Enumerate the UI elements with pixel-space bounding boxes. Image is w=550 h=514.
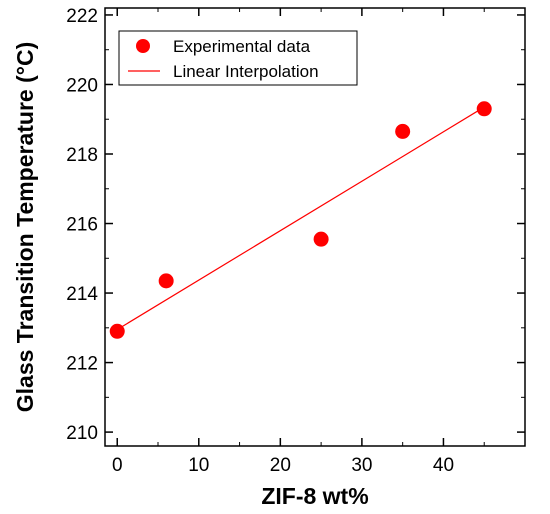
x-tick-label: 40: [433, 455, 454, 476]
data-point: [313, 231, 329, 247]
y-tick-label: 220: [66, 75, 98, 96]
y-tick-label: 222: [66, 6, 98, 27]
data-point: [158, 273, 174, 289]
x-axis-title: ZIF-8 wt%: [261, 483, 368, 509]
legend-label-linear: Linear Interpolation: [173, 62, 319, 81]
y-tick-label: 218: [66, 145, 98, 166]
data-point: [109, 323, 125, 339]
x-tick-label: 20: [270, 455, 291, 476]
x-tick-label: 30: [351, 455, 372, 476]
axis-ticks: [105, 8, 525, 446]
y-tick-label: 216: [66, 215, 98, 236]
axis-tick-labels: 0 10 20 30 40 210 212 214 216 218 220 222: [66, 6, 454, 476]
y-tick-label: 210: [66, 423, 98, 444]
fit-line: [116, 106, 485, 331]
legend-box: [118, 30, 358, 86]
x-tick-label: 0: [112, 455, 123, 476]
legend-marker-experimental: [136, 39, 150, 53]
data-series: [109, 101, 492, 339]
data-point: [476, 101, 492, 117]
legend-label-experimental: Experimental data: [173, 37, 311, 56]
legend: Experimental data Linear Interpolation: [118, 30, 358, 86]
plot-frame: [104, 7, 526, 447]
y-tick-label: 214: [66, 284, 98, 305]
x-tick-label: 10: [188, 455, 209, 476]
y-tick-label: 212: [66, 354, 98, 375]
y-axis-title: Glass Transition Temperature (°C): [12, 42, 38, 412]
data-point: [395, 123, 411, 139]
